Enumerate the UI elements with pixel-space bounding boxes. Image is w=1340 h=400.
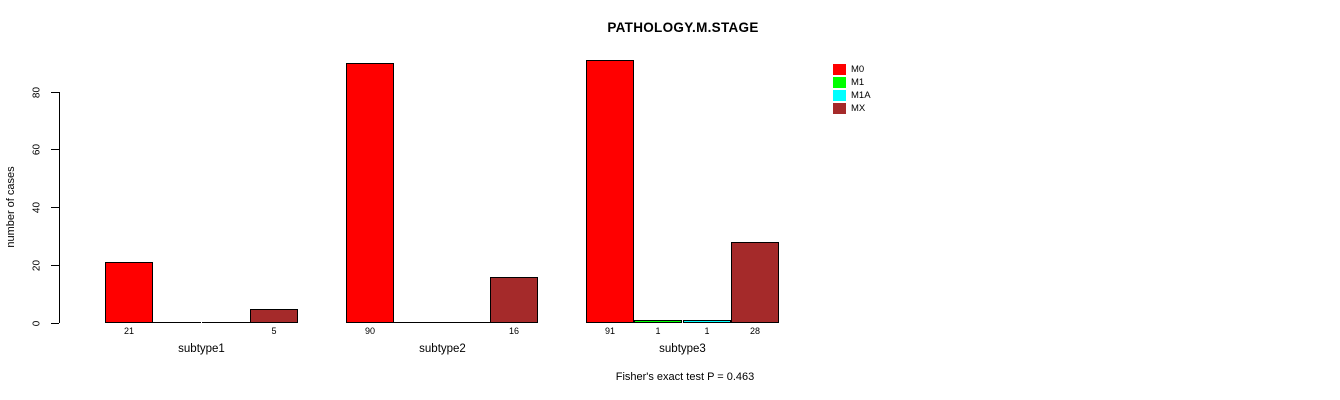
y-axis-tick [51, 91, 59, 93]
y-axis-tick [51, 149, 59, 151]
y-axis-tick-label: 40 [31, 201, 43, 214]
bar-value-label: 16 [508, 326, 519, 336]
legend-swatch-M1A [833, 90, 846, 101]
legend-item-M0: M0 [833, 63, 871, 76]
bar-subtype2-M1A [442, 322, 490, 323]
y-axis-line [59, 92, 60, 323]
bar-value-label: 28 [749, 326, 760, 336]
legend-label-MX: MX [851, 103, 866, 114]
bar-value-label: 91 [604, 326, 615, 336]
chart-title: PATHOLOGY.M.STAGE [607, 20, 759, 35]
bar-subtype3-M1A [683, 320, 731, 323]
bar-value-label: 21 [123, 326, 134, 336]
bar-subtype1-M0 [105, 262, 153, 323]
y-axis-tick-label: 60 [31, 144, 43, 156]
bar-value-label: 90 [364, 326, 375, 336]
bar-value-label: 5 [271, 326, 277, 336]
y-axis-tick [51, 322, 59, 324]
y-axis-tick-label: 80 [31, 86, 43, 98]
y-axis-title: number of cases [5, 166, 17, 248]
bar-subtype1-M1A [202, 322, 250, 323]
legend-swatch-M1 [833, 77, 846, 88]
legend-item-M1A: M1A [833, 89, 871, 102]
bar-subtype1-M1 [153, 322, 201, 323]
x-category-label: subtype3 [659, 343, 706, 355]
legend-label-M1A: M1A [851, 90, 871, 101]
x-category-label: subtype2 [419, 343, 466, 355]
legend: M0 M1 M1A MX [833, 63, 871, 115]
bar-subtype3-MX [731, 242, 779, 323]
bar-subtype1-MX [250, 309, 298, 323]
legend-swatch-M0 [833, 64, 846, 75]
legend-swatch-MX [833, 103, 846, 114]
y-axis-tick-label: 20 [31, 259, 43, 271]
legend-item-M1: M1 [833, 76, 871, 89]
bar-value-label: 1 [704, 326, 710, 336]
bar-subtype2-M0 [346, 63, 394, 323]
bar-subtype3-M0 [586, 60, 634, 323]
bar-subtype3-M1 [634, 320, 682, 323]
bar-value-label: 1 [655, 326, 661, 336]
y-axis-tick [51, 207, 59, 208]
x-category-label: subtype1 [178, 343, 225, 355]
bar-subtype2-M1 [394, 322, 442, 323]
fisher-test-annotation: Fisher's exact test P = 0.463 [615, 371, 755, 383]
bar-subtype2-MX [490, 277, 538, 323]
y-axis-tick-label: 0 [31, 320, 43, 326]
legend-label-M1: M1 [851, 77, 865, 88]
legend-label-M0: M0 [851, 64, 865, 75]
y-axis-tick [51, 264, 59, 266]
legend-item-MX: MX [833, 102, 871, 115]
